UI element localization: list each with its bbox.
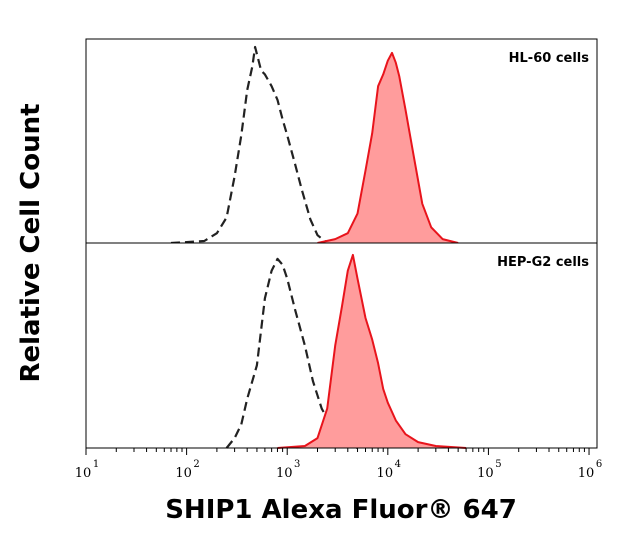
x-tick-label-exponent: 6: [596, 459, 602, 470]
panel-frame: [85, 38, 598, 244]
x-tick-label-exponent: 1: [93, 459, 99, 470]
stained-histogram-line: [317, 51, 459, 244]
x-tick-label-exponent: 3: [294, 459, 300, 470]
panel-label: HEP-G2 cells: [497, 255, 589, 270]
panel-label: HL-60 cells: [509, 51, 590, 66]
panel-2: HEP-G2 cells: [85, 242, 598, 450]
stained-histogram-line: [277, 253, 467, 449]
x-tick-label: 103: [276, 459, 300, 481]
x-tick-label-base: 10: [276, 466, 293, 481]
x-tick-label: 102: [175, 459, 199, 481]
x-tick-label-base: 10: [477, 466, 494, 481]
control-histogram-line: [170, 45, 328, 245]
x-axis-title: SHIP1 Alexa Fluor® 647: [165, 495, 517, 525]
control-histogram-line: [225, 257, 358, 450]
x-tick-label-base: 10: [578, 466, 595, 481]
x-tick-label-exponent: 2: [193, 459, 199, 470]
x-tick-label-base: 10: [75, 466, 92, 481]
x-tick-label: 105: [477, 459, 501, 481]
plot-panels: HL-60 cells HEP-G2 cells: [85, 38, 598, 450]
stained-histogram-fill: [277, 254, 467, 448]
x-tick-label: 106: [578, 459, 602, 481]
stained-histogram-fill: [317, 52, 459, 244]
x-tick-label-base: 10: [377, 466, 394, 481]
x-tick-label: 101: [75, 459, 99, 481]
y-axis-title: Relative Cell Count: [16, 103, 46, 382]
x-tick-label-exponent: 5: [495, 459, 501, 470]
x-tick-label: 104: [377, 459, 401, 481]
x-tick-label-exponent: 4: [395, 459, 401, 470]
panel-1: HL-60 cells: [85, 38, 598, 245]
x-tick-label-base: 10: [175, 466, 192, 481]
